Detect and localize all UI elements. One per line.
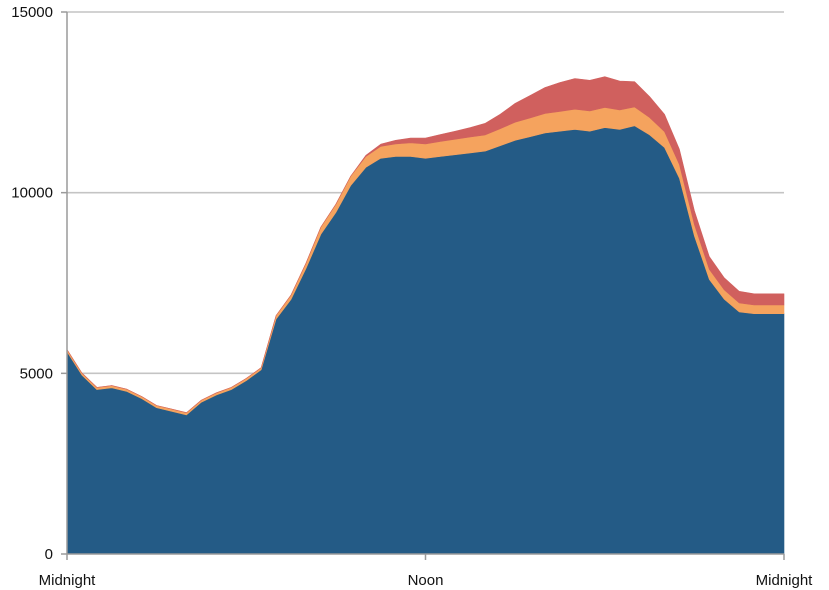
y-tick-label-3: 15000 <box>11 4 53 21</box>
y-tick-labels: 0 5000 10000 15000 <box>11 4 67 563</box>
y-tick-label-2: 10000 <box>11 185 53 202</box>
area-series <box>66 76 785 555</box>
x-tick-label-2: Midnight <box>756 572 814 589</box>
x-tick-label-0: Midnight <box>39 572 97 589</box>
x-tick-labels: Midnight Noon Midnight <box>39 554 814 589</box>
series-area-1 <box>66 125 785 555</box>
series-area-3 <box>66 76 785 413</box>
y-tick-label-0: 0 <box>45 546 53 563</box>
y-tick-label-1: 5000 <box>20 365 53 382</box>
x-tick-label-1: Noon <box>408 572 444 589</box>
